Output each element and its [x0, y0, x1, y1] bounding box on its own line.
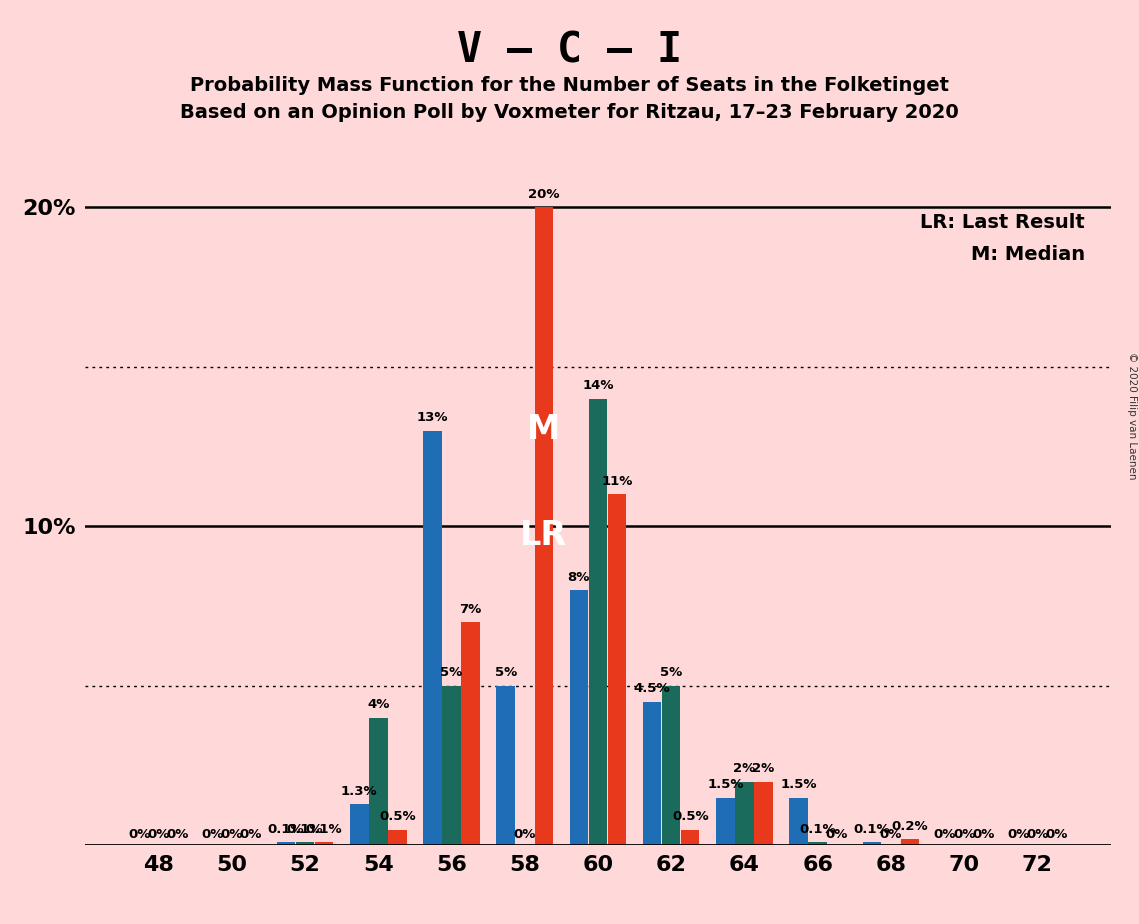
Text: 0.5%: 0.5%: [379, 810, 416, 823]
Text: LR: Last Result: LR: Last Result: [920, 213, 1084, 233]
Text: 0%: 0%: [1007, 828, 1030, 841]
Text: 0%: 0%: [972, 828, 994, 841]
Text: 5%: 5%: [441, 666, 462, 679]
Text: 1.3%: 1.3%: [341, 784, 378, 797]
Text: 0.1%: 0.1%: [800, 823, 836, 836]
Text: 0%: 0%: [1026, 828, 1049, 841]
Bar: [754, 782, 772, 845]
Bar: [589, 398, 607, 845]
Text: 5%: 5%: [494, 666, 517, 679]
Text: 11%: 11%: [601, 475, 632, 488]
Text: 1.5%: 1.5%: [780, 778, 817, 791]
Text: 0%: 0%: [239, 828, 262, 841]
Text: 0.1%: 0.1%: [305, 823, 343, 836]
Text: 0%: 0%: [934, 828, 957, 841]
Text: 0.1%: 0.1%: [268, 823, 304, 836]
Text: 7%: 7%: [459, 602, 482, 615]
Bar: [716, 797, 735, 845]
Text: 2%: 2%: [753, 762, 775, 775]
Bar: [369, 718, 387, 845]
Text: 0%: 0%: [1046, 828, 1067, 841]
Text: 0.1%: 0.1%: [853, 823, 891, 836]
Bar: [461, 622, 480, 845]
Text: Based on an Opinion Poll by Voxmeter for Ritzau, 17–23 February 2020: Based on an Opinion Poll by Voxmeter for…: [180, 103, 959, 123]
Bar: [388, 830, 407, 845]
Bar: [442, 686, 461, 845]
Text: 4%: 4%: [367, 699, 390, 711]
Bar: [608, 494, 626, 845]
Text: 13%: 13%: [417, 411, 449, 424]
Text: M: M: [527, 413, 560, 446]
Bar: [350, 804, 369, 845]
Text: © 2020 Filip van Laenen: © 2020 Filip van Laenen: [1126, 352, 1137, 480]
Text: 0%: 0%: [129, 828, 150, 841]
Text: 0%: 0%: [826, 828, 847, 841]
Text: 5%: 5%: [661, 666, 682, 679]
Bar: [296, 843, 314, 845]
Text: 20%: 20%: [528, 188, 559, 201]
Text: Probability Mass Function for the Number of Seats in the Folketinget: Probability Mass Function for the Number…: [190, 76, 949, 95]
Text: 4.5%: 4.5%: [633, 683, 671, 696]
Text: M: Median: M: Median: [970, 245, 1084, 264]
Text: 2%: 2%: [734, 762, 755, 775]
Text: 0.5%: 0.5%: [672, 810, 708, 823]
Text: V – C – I: V – C – I: [457, 30, 682, 71]
Bar: [534, 207, 554, 845]
Text: 0%: 0%: [879, 828, 902, 841]
Text: 0.1%: 0.1%: [287, 823, 323, 836]
Bar: [735, 782, 754, 845]
Bar: [314, 843, 334, 845]
Text: 14%: 14%: [582, 379, 614, 392]
Bar: [424, 431, 442, 845]
Bar: [901, 839, 919, 845]
Text: 0.2%: 0.2%: [892, 820, 928, 833]
Bar: [809, 843, 827, 845]
Bar: [497, 686, 515, 845]
Text: 0%: 0%: [147, 828, 170, 841]
Text: 1.5%: 1.5%: [707, 778, 744, 791]
Bar: [681, 830, 699, 845]
Bar: [862, 843, 882, 845]
Bar: [570, 590, 588, 845]
Bar: [662, 686, 680, 845]
Text: 0%: 0%: [221, 828, 243, 841]
Text: LR: LR: [521, 518, 567, 552]
Bar: [277, 843, 295, 845]
Text: 0%: 0%: [202, 828, 224, 841]
Text: 0%: 0%: [514, 828, 536, 841]
Bar: [642, 702, 662, 845]
Text: 0%: 0%: [953, 828, 975, 841]
Bar: [789, 797, 808, 845]
Text: 0%: 0%: [166, 828, 189, 841]
Text: 8%: 8%: [567, 571, 590, 584]
